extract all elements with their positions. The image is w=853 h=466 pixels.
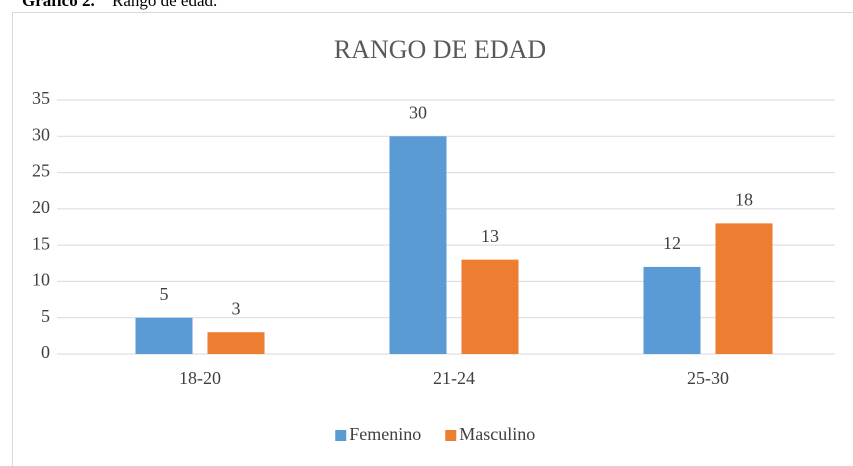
bar — [643, 266, 701, 354]
bar — [461, 259, 519, 354]
bar — [135, 317, 193, 354]
bar — [207, 332, 265, 354]
y-tick-label: 35 — [32, 88, 50, 108]
bar — [389, 136, 447, 354]
chart-title: RANGO DE EDAD — [334, 35, 546, 64]
data-label: 5 — [160, 284, 169, 304]
legend-swatch — [335, 430, 347, 441]
caption-label: Gráfico 2. — [22, 0, 95, 10]
y-tick-label: 15 — [32, 233, 50, 253]
x-tick-label: 25-30 — [687, 368, 729, 388]
legend-swatch — [445, 430, 457, 441]
y-tick-label: 30 — [32, 124, 50, 144]
y-tick-label: 0 — [41, 342, 50, 362]
bar — [715, 223, 773, 354]
y-tick-label: 20 — [32, 197, 50, 217]
data-label: 30 — [409, 102, 427, 122]
x-tick-label: 18-20 — [179, 368, 221, 388]
legend-label: Masculino — [459, 424, 535, 444]
y-tick-label: 5 — [41, 306, 50, 326]
y-tick-label: 25 — [32, 161, 50, 181]
data-label: 3 — [232, 298, 241, 318]
x-tick-label: 21-24 — [433, 368, 475, 388]
y-tick-label: 10 — [32, 270, 50, 290]
legend-label: Femenino — [349, 424, 421, 444]
caption-text: Rango de edad. — [112, 0, 217, 10]
data-label: 18 — [735, 189, 753, 209]
data-label: 13 — [481, 226, 499, 246]
data-label: 12 — [663, 233, 681, 253]
